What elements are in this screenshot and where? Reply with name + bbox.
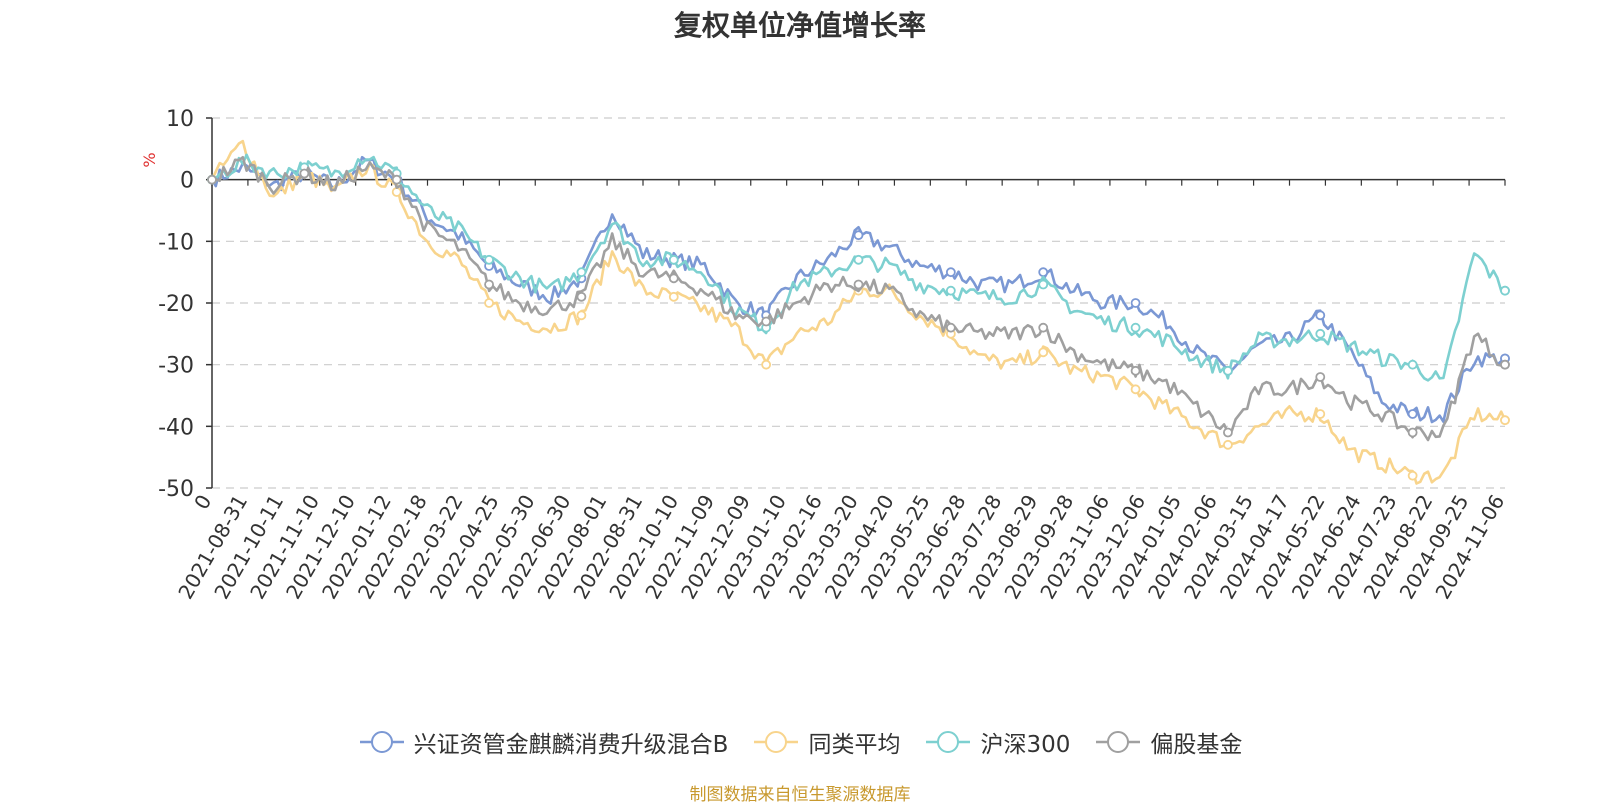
axes: [206, 117, 1506, 489]
data-point: [1038, 347, 1049, 358]
grid-lines: [212, 117, 1505, 489]
data-point: [484, 298, 494, 308]
data-point: [668, 291, 679, 302]
y-axis-unit: %: [140, 152, 159, 167]
data-point: [1315, 372, 1326, 382]
legend-item[interactable]: 兴证资管金麒麟消费升级混合B: [358, 725, 729, 759]
data-point: [1407, 409, 1418, 419]
data-point: [1315, 409, 1326, 419]
legend-marker-icon: [1096, 731, 1141, 753]
data-point: [1315, 328, 1326, 339]
data-point: [1130, 298, 1141, 308]
legend-label: 兴证资管金麒麟消费升级混合B: [413, 732, 729, 758]
series-line: [211, 156, 1506, 442]
y-tick-label: -40: [158, 415, 194, 440]
series-lines: [207, 139, 1510, 485]
data-point: [945, 267, 956, 278]
data-point: [1038, 279, 1049, 290]
data-point: [299, 168, 310, 179]
data-point: [853, 279, 864, 290]
data-point: [1130, 365, 1141, 376]
x-tick-label: 0: [189, 491, 216, 514]
data-point: [576, 310, 587, 321]
chart-title: 复权单位净值增长率: [673, 9, 926, 42]
data-point: [1407, 470, 1418, 481]
data-point: [761, 359, 772, 370]
series-line: [210, 139, 1507, 485]
y-tick-label: -30: [158, 354, 194, 379]
data-point: [576, 267, 587, 278]
data-point: [1500, 415, 1510, 426]
y-tick-label: -20: [158, 292, 194, 317]
data-point: [1223, 439, 1233, 450]
data-point: [945, 285, 956, 296]
data-point: [945, 322, 956, 333]
data-point: [853, 254, 864, 265]
data-point: [668, 254, 679, 265]
data-point: [576, 291, 587, 302]
data-point: [1500, 359, 1510, 370]
data-point: [1407, 359, 1418, 370]
data-point: [1130, 322, 1141, 333]
series-line: [211, 153, 1505, 382]
data-point: [1223, 427, 1233, 438]
legend-label: 沪深300: [980, 732, 1071, 758]
legend-item[interactable]: 沪深300: [924, 725, 1070, 759]
y-tick-label: 0: [180, 169, 194, 194]
legend-label: 偏股基金: [1150, 732, 1243, 758]
data-point: [761, 316, 772, 327]
data-point: [1038, 267, 1049, 278]
legend-label: 同类平均: [808, 732, 901, 758]
legend-marker-icon: [754, 731, 799, 753]
legend-item[interactable]: 同类平均: [752, 725, 900, 759]
data-point: [391, 174, 402, 185]
y-tick-label: 10: [166, 107, 194, 132]
data-point: [1315, 310, 1326, 321]
data-point: [1407, 427, 1418, 438]
legend-item[interactable]: 偏股基金: [1094, 725, 1242, 759]
data-point: [484, 279, 494, 290]
legend-marker-icon: [359, 731, 404, 753]
data-point: [391, 187, 402, 197]
data-point: [1038, 322, 1049, 333]
y-tick-label: -10: [158, 230, 194, 255]
data-point: [668, 273, 679, 284]
legend: 兴证资管金麒麟消费升级混合B 同类平均 沪深300 偏股基金: [0, 722, 1600, 762]
data-point: [853, 230, 864, 241]
data-point: [1130, 384, 1141, 395]
source-note: 制图数据来自恒生聚源数据库: [689, 785, 911, 805]
data-point: [1223, 365, 1233, 376]
legend-marker-icon: [926, 731, 971, 753]
y-tick-label: -50: [158, 477, 194, 502]
data-point: [1500, 285, 1510, 296]
line-chart: 100-10-20-30-40-50%02021-08-312021-10-11…: [140, 107, 1510, 603]
data-point: [207, 174, 217, 185]
data-point: [484, 254, 494, 265]
